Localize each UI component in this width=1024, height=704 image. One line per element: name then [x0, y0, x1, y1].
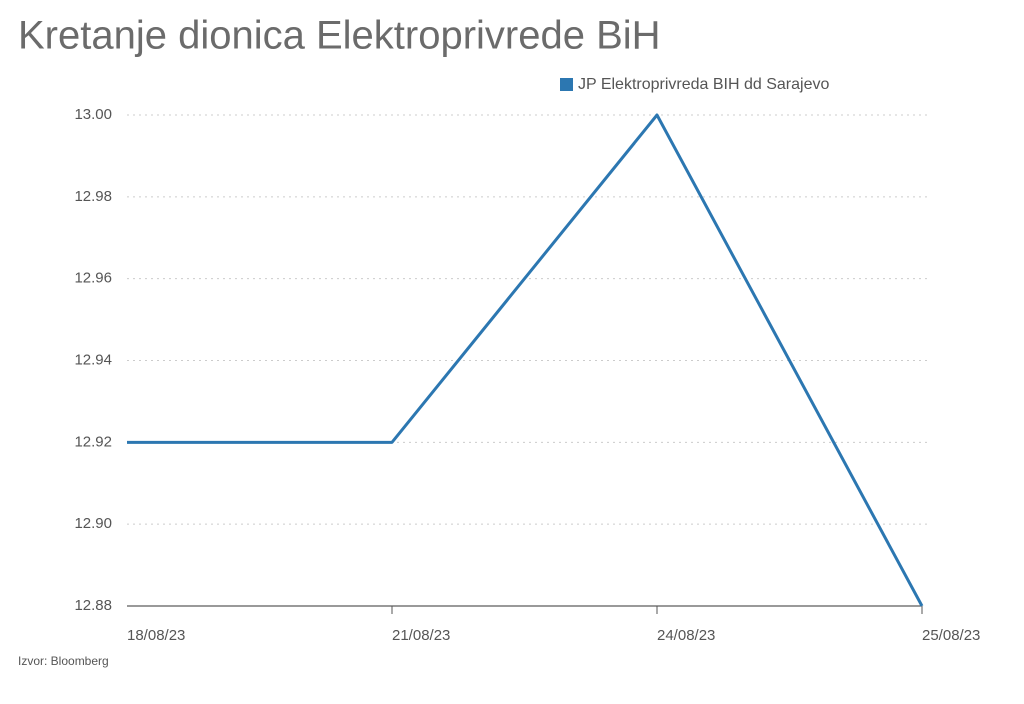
y-tick-label: 13.00 — [74, 106, 112, 123]
y-tick-label: 12.92 — [74, 433, 112, 450]
x-tick-label: 24/08/23 — [657, 627, 715, 644]
chart-title: Kretanje dionica Elektroprivrede BiH — [18, 14, 661, 58]
y-tick-label: 12.90 — [74, 515, 112, 532]
x-tick-label: 25/08/23 — [922, 627, 980, 644]
legend-swatch — [560, 78, 573, 91]
data-line — [127, 113, 924, 607]
y-tick-label: 12.94 — [74, 351, 112, 368]
x-tick-label: 21/08/23 — [392, 627, 450, 644]
legend-label: JP Elektroprivreda BIH dd Sarajevo — [578, 76, 829, 93]
x-tick-label: 18/08/23 — [127, 627, 185, 644]
y-tick-label: 12.98 — [74, 188, 112, 205]
y-tick-label: 12.88 — [74, 597, 112, 614]
source-note: Izvor: Bloomberg — [18, 654, 109, 668]
y-tick-label: 12.96 — [74, 270, 112, 287]
